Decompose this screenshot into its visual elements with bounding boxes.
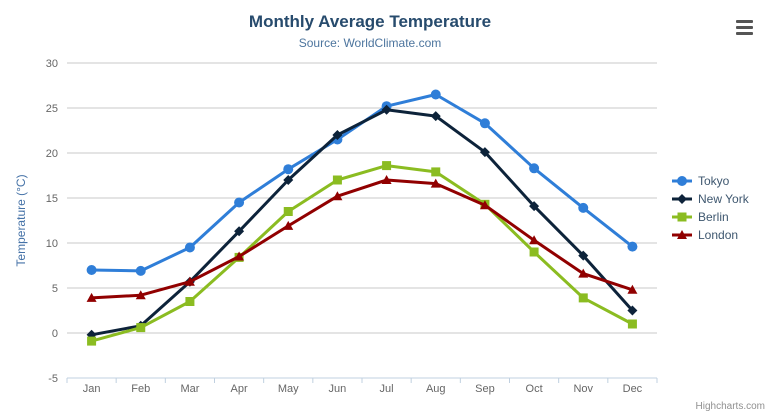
data-point[interactable] (382, 161, 392, 171)
data-point[interactable] (627, 305, 638, 316)
data-point[interactable] (677, 194, 687, 204)
data-point[interactable] (578, 293, 588, 303)
data-point[interactable] (627, 284, 638, 294)
x-tick-label: Apr (231, 383, 248, 395)
x-tick-label: Nov (573, 383, 593, 395)
data-point[interactable] (430, 178, 441, 188)
legend-item-london[interactable]: London (671, 227, 749, 243)
data-point[interactable] (332, 130, 343, 140)
legend-label-berlin: Berlin (698, 210, 729, 224)
data-point[interactable] (677, 176, 687, 186)
square-marker-icon (672, 212, 692, 222)
x-tick-label: Mar (180, 383, 199, 395)
diamond-marker-icon (672, 194, 692, 204)
data-point[interactable] (529, 247, 539, 257)
data-point[interactable] (185, 297, 195, 306)
y-tick-label: 0 (52, 328, 58, 340)
y-tick-label: 10 (46, 238, 58, 250)
data-point[interactable] (677, 230, 687, 239)
data-point[interactable] (430, 89, 441, 100)
chart-title: Monthly Average Temperature (248, 12, 492, 31)
data-point[interactable] (136, 323, 146, 333)
series-line-new-york (90, 108, 634, 337)
y-tick-label: 5 (52, 283, 58, 295)
legend-item-tokyo[interactable]: Tokyo (671, 173, 749, 189)
data-point[interactable] (578, 250, 589, 261)
y-tick-label: 20 (46, 148, 58, 160)
x-tick-label: Jul (380, 383, 394, 395)
data-point[interactable] (677, 212, 687, 222)
data-point[interactable] (234, 197, 245, 208)
y-tick-label: -5 (48, 373, 58, 385)
legend: Tokyo New York Berlin London (671, 173, 749, 243)
data-point[interactable] (627, 241, 638, 252)
series-line-london (90, 178, 634, 300)
data-point[interactable] (234, 226, 245, 237)
legend-item-berlin[interactable]: Berlin (671, 209, 749, 225)
legend-label-tokyo: Tokyo (698, 174, 730, 188)
credits-link[interactable]: Highcharts.com (695, 401, 765, 412)
data-point[interactable] (283, 164, 294, 175)
legend-label-london: London (698, 228, 739, 242)
data-point[interactable] (86, 265, 97, 275)
data-point[interactable] (135, 265, 146, 276)
x-tick-label: Aug (426, 383, 446, 395)
data-point[interactable] (332, 175, 342, 185)
x-tick-label: Feb (131, 383, 150, 395)
data-point[interactable] (381, 175, 392, 184)
x-tick-label: Jan (83, 383, 101, 395)
data-point[interactable] (578, 268, 589, 278)
data-point[interactable] (529, 163, 540, 174)
data-point[interactable] (381, 104, 392, 115)
legend-label-new-york: New York (698, 192, 749, 206)
x-tick-label: Dec (623, 383, 643, 395)
data-point[interactable] (479, 147, 490, 158)
series-london[interactable] (86, 175, 638, 302)
data-point[interactable] (184, 242, 195, 253)
y-tick-label: 25 (46, 103, 58, 115)
y-axis-title: Temperature (°C) (14, 174, 28, 266)
data-point[interactable] (529, 201, 540, 212)
data-point[interactable] (627, 319, 637, 329)
data-point[interactable] (283, 207, 293, 216)
triangle-marker-icon (672, 230, 692, 239)
data-point[interactable] (283, 220, 294, 230)
data-point[interactable] (184, 276, 195, 286)
y-tick-label: 15 (46, 193, 58, 205)
data-point[interactable] (479, 118, 490, 129)
data-point[interactable] (135, 290, 146, 300)
data-point[interactable] (431, 167, 441, 177)
series-line-berlin (90, 164, 634, 343)
data-point[interactable] (234, 251, 245, 261)
data-point[interactable] (479, 200, 490, 210)
series-tokyo[interactable] (86, 89, 638, 276)
data-point[interactable] (283, 175, 294, 185)
series-new-york[interactable] (86, 104, 638, 340)
data-point[interactable] (529, 235, 540, 245)
x-tick-label: Oct (526, 383, 543, 395)
circle-marker-icon (672, 176, 692, 186)
data-point[interactable] (86, 292, 97, 302)
x-tick-label: Jun (329, 383, 347, 395)
data-point[interactable] (430, 111, 441, 122)
legend-item-new-york[interactable]: New York (671, 191, 749, 207)
data-point[interactable] (332, 191, 343, 201)
y-tick-label: 30 (46, 58, 58, 70)
data-point[interactable] (578, 202, 589, 213)
x-tick-label: Sep (475, 383, 495, 395)
x-tick-label: May (278, 383, 299, 395)
data-point[interactable] (87, 336, 97, 346)
chart-subtitle: Source: WorldClimate.com (298, 36, 442, 50)
export-menu-button[interactable] (736, 20, 754, 35)
